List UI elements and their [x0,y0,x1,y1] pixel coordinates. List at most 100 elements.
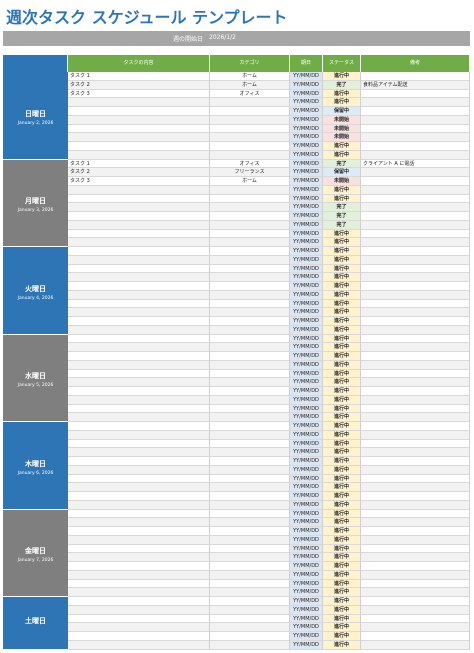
task [68,474,210,484]
note [361,500,470,510]
category [210,430,290,440]
due-date: YY/MM/DD [290,352,323,361]
category [210,150,290,160]
status: 進行中 [323,483,361,492]
note [361,255,470,265]
status: 進行中 [323,430,361,440]
column-header: 備考 [361,55,470,72]
status: 進行中 [323,623,361,632]
due-date: YY/MM/DD [290,220,323,230]
status: 進行中 [323,142,361,151]
note [361,597,470,606]
status: 進行中 [323,614,361,624]
note [361,448,470,457]
task [68,247,210,256]
due-date: YY/MM/DD [290,133,323,142]
due-date: YY/MM/DD [290,343,323,352]
category [210,290,290,300]
status: 進行中 [323,448,361,457]
category [210,588,290,597]
category [210,465,290,475]
note [361,194,470,204]
note [361,562,470,571]
due-date: YY/MM/DD [290,255,323,265]
category [210,107,290,116]
due-date: YY/MM/DD [290,413,323,422]
status: 進行中 [323,185,361,195]
status: 進行中 [323,378,361,387]
task [68,457,210,466]
task [68,107,210,116]
task [68,369,210,379]
category [210,605,290,615]
due-date: YY/MM/DD [290,168,323,177]
due-date: YY/MM/DD [290,387,323,396]
day-date: January 5, 2026 [17,383,54,389]
day-cell: 金曜日 January 7, 2026 [3,509,68,597]
day-name: 火曜日 [25,284,46,293]
due-date: YY/MM/DD [290,229,323,239]
category [210,413,290,422]
note [361,404,470,414]
category [210,115,290,125]
note [361,632,470,641]
status: 進行中 [323,562,361,571]
status: 進行中 [323,255,361,265]
note [361,413,470,422]
category [210,387,290,396]
category [210,623,290,632]
day-header [3,55,68,72]
status: 未開始 [323,133,361,142]
task [68,229,210,239]
column-header: カテゴリ [210,55,290,72]
due-date: YY/MM/DD [290,124,323,134]
title: 週次タスク スケジュール テンプレート [6,8,288,27]
status: 未開始 [323,115,361,125]
note [361,273,470,282]
status: 進行中 [323,264,361,274]
task [68,597,210,606]
task: タスク 1 [68,72,210,81]
task: タスク 2 [68,168,210,177]
task [68,448,210,457]
due-date: YY/MM/DD [290,509,323,519]
due-date: YY/MM/DD [290,605,323,615]
task [68,142,210,151]
note [361,509,470,519]
status: 進行中 [323,317,361,326]
note [361,177,470,186]
category [210,553,290,562]
status: 進行中 [323,579,361,589]
note [361,299,470,309]
task [68,535,210,545]
category [210,614,290,624]
day-cell: 火曜日 January 4, 2026 [3,247,68,335]
due-date: YY/MM/DD [290,369,323,379]
due-date: YY/MM/DD [290,404,323,414]
note [361,168,470,177]
note [361,334,470,344]
day-cell: 月曜日 January 3, 2026 [3,159,68,247]
due-date: YY/MM/DD [290,282,323,291]
category [210,395,290,405]
due-date: YY/MM/DD [290,465,323,475]
task [68,98,210,107]
due-date: YY/MM/DD [290,142,323,151]
status: 進行中 [323,632,361,641]
task [68,614,210,624]
note [361,579,470,589]
category [210,518,290,527]
due-date: YY/MM/DD [290,597,323,606]
task [68,509,210,519]
due-date: YY/MM/DD [290,360,323,370]
category [210,194,290,204]
due-date: YY/MM/DD [290,177,323,186]
due-date: YY/MM/DD [290,80,323,90]
category [210,457,290,466]
status: 進行中 [323,527,361,536]
note [361,229,470,239]
note [361,553,470,562]
category [210,579,290,589]
task [68,605,210,615]
due-date: YY/MM/DD [290,544,323,554]
